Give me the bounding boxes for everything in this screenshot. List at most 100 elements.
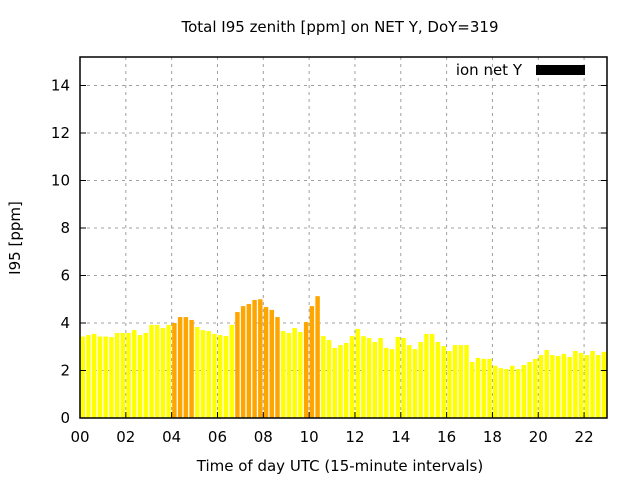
x-tick-label: 08: [254, 428, 273, 446]
bar: [246, 304, 252, 418]
bar: [366, 337, 372, 418]
bar: [212, 333, 217, 418]
y-tick-label: 10: [51, 172, 70, 190]
bar: [515, 369, 521, 418]
bar: [378, 337, 383, 418]
y-tick-label: 0: [60, 409, 70, 427]
bar: [149, 324, 154, 418]
bar: [321, 336, 326, 418]
bar: [429, 333, 435, 418]
bar: [303, 322, 309, 418]
bar: [458, 345, 464, 418]
y-tick-label: 4: [60, 314, 70, 332]
bar: [80, 336, 85, 418]
y-tick-label: 6: [60, 267, 70, 285]
bar: [223, 336, 229, 418]
bar: [441, 346, 446, 418]
bar: [280, 331, 286, 418]
bar: [189, 319, 194, 418]
bar: [510, 365, 515, 418]
bar: [481, 358, 486, 418]
y-axis-label: I95 [ppm]: [6, 201, 24, 275]
bar: [206, 331, 211, 418]
bar: [567, 356, 572, 418]
bar: [258, 299, 263, 418]
bar: [470, 361, 475, 418]
bar: [418, 342, 423, 418]
bar: [590, 351, 595, 418]
legend: ion net Y: [456, 61, 585, 79]
bar: [172, 323, 177, 418]
bar: [235, 312, 240, 418]
y-tick-label: 8: [60, 219, 70, 237]
bar: [447, 351, 452, 418]
bar: [137, 335, 143, 418]
bar: [126, 332, 131, 418]
bar: [395, 337, 401, 418]
y-tick-label: 2: [60, 362, 70, 380]
bar: [538, 355, 544, 418]
bar: [315, 296, 320, 418]
bars: [80, 296, 607, 418]
bar: [275, 317, 280, 418]
x-tick-label: 10: [300, 428, 319, 446]
bar: [435, 342, 441, 418]
bar: [401, 337, 406, 418]
bar: [86, 335, 91, 418]
x-tick-label: 12: [345, 428, 364, 446]
bar: [492, 365, 498, 418]
chart-title: Total I95 zenith [ppm] on NET Y, DoY=319: [180, 18, 498, 36]
bar: [487, 358, 492, 418]
bar: [132, 330, 137, 418]
bar: [578, 352, 584, 418]
bar: [389, 349, 395, 418]
bar: [114, 332, 120, 418]
bar: [160, 327, 166, 418]
bar: [544, 350, 549, 418]
x-tick-label: 14: [391, 428, 410, 446]
bar: [521, 365, 527, 418]
bar: [326, 340, 332, 418]
bar: [177, 317, 183, 418]
x-tick-label: 06: [208, 428, 227, 446]
y-tick-label: 14: [51, 77, 70, 95]
bar: [292, 327, 297, 418]
bar: [601, 351, 607, 418]
bar: [504, 369, 509, 418]
bar: [475, 357, 481, 418]
bar: [561, 353, 567, 418]
bar: [109, 337, 114, 418]
bar: [498, 368, 504, 418]
bar: [240, 306, 246, 418]
bar: [424, 333, 429, 418]
bar: [338, 345, 343, 418]
bar: [527, 361, 532, 418]
bar: [97, 336, 103, 418]
x-tick-label: 04: [162, 428, 181, 446]
bar: [332, 347, 338, 418]
bar: [154, 324, 160, 418]
bar: [195, 327, 200, 418]
bar: [286, 332, 292, 418]
bar: [452, 345, 458, 418]
bar: [533, 358, 538, 418]
bar: [355, 328, 360, 418]
bar: [344, 342, 349, 418]
bar: [349, 336, 355, 418]
bar: [384, 347, 389, 418]
bar: [372, 342, 378, 418]
bar: [298, 332, 303, 418]
bar: [269, 309, 275, 418]
x-tick-label: 20: [529, 428, 548, 446]
bar: [361, 336, 366, 418]
bar: [550, 355, 555, 418]
bar: [103, 336, 108, 418]
x-axis-label: Time of day UTC (15-minute intervals): [196, 457, 483, 475]
y-ticks: 0 2 4 6 8 10 12 14: [51, 77, 607, 427]
bar: [596, 355, 601, 418]
bar: [252, 299, 257, 418]
bar: [263, 307, 269, 418]
bar: [120, 332, 126, 418]
bar: [91, 333, 97, 418]
x-tick-label: 16: [437, 428, 456, 446]
